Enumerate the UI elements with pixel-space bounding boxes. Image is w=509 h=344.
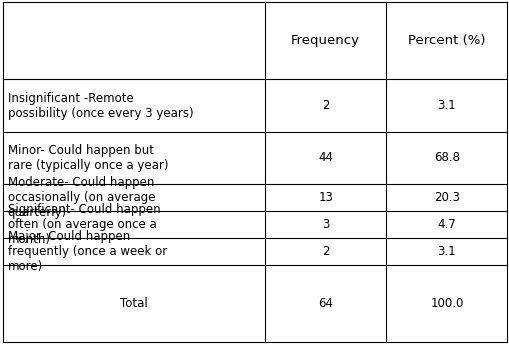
Text: Insignificant -Remote
possibility (once every 3 years): Insignificant -Remote possibility (once … [8,92,193,120]
Text: 2: 2 [321,245,329,258]
Text: Frequency: Frequency [291,34,359,47]
Text: 13: 13 [318,191,332,204]
Text: 68.8: 68.8 [433,151,459,164]
Text: 3: 3 [321,218,329,231]
Text: 2: 2 [321,99,329,112]
Text: 20.3: 20.3 [433,191,459,204]
Text: 44: 44 [318,151,332,164]
Text: Significant- Could happen
often (on average once a
month): Significant- Could happen often (on aver… [8,203,160,246]
Text: Total: Total [120,297,148,310]
Text: 3.1: 3.1 [437,245,455,258]
Text: 3.1: 3.1 [437,99,455,112]
Text: 4.7: 4.7 [437,218,456,231]
Text: Percent (%): Percent (%) [407,34,485,47]
Text: 64: 64 [318,297,332,310]
Text: 100.0: 100.0 [429,297,463,310]
Text: Moderate- Could happen
occasionally (on average
quarterly): Moderate- Could happen occasionally (on … [8,176,155,219]
Text: Major- Could happen
frequently (once a week or
more): Major- Could happen frequently (once a w… [8,229,166,272]
Text: Minor- Could happen but
rare (typically once a year): Minor- Could happen but rare (typically … [8,144,168,172]
